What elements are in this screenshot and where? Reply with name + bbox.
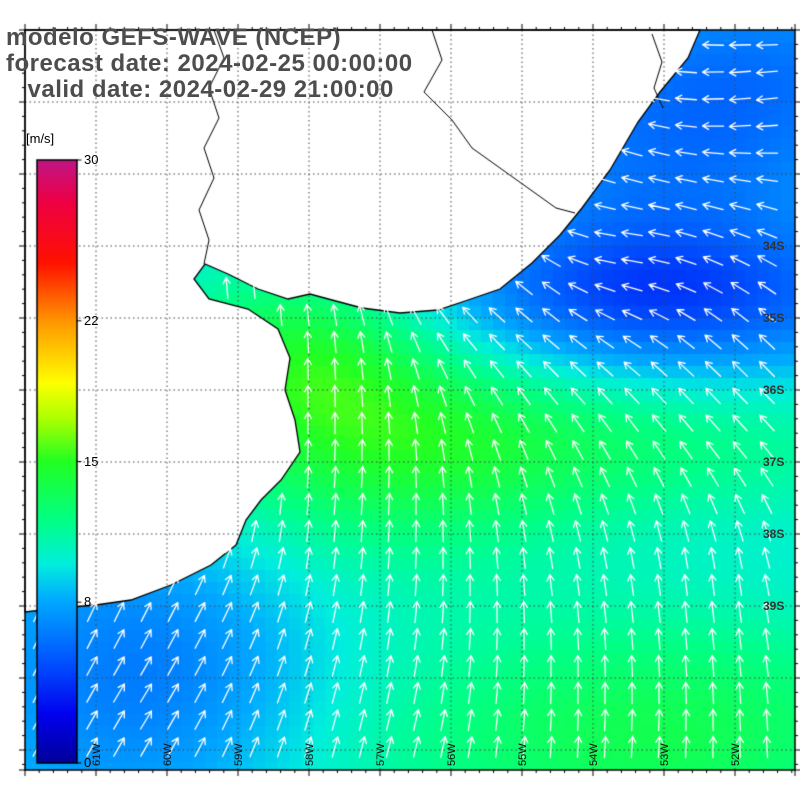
forecast-date-line: forecast date: 2024-02-25 00:00:00 bbox=[6, 50, 413, 77]
lon-label: 60W bbox=[162, 743, 174, 766]
lat-label: 39S bbox=[763, 599, 785, 613]
valid-date-line: valid date: 2024-02-29 21:00:00 bbox=[6, 76, 394, 103]
lon-label: 57W bbox=[375, 743, 387, 766]
lat-label: 35S bbox=[763, 311, 785, 325]
lon-label: 53W bbox=[659, 743, 671, 766]
colorbar-tick-label: 8 bbox=[84, 594, 92, 610]
lat-label: 36S bbox=[763, 383, 785, 397]
lon-label: 52W bbox=[730, 743, 742, 766]
colorbar-tick-label: 15 bbox=[84, 453, 99, 469]
lon-label: 61W bbox=[91, 743, 103, 766]
lon-label: 59W bbox=[233, 743, 245, 766]
lon-label: 55W bbox=[517, 743, 529, 766]
colorbar-unit-label: [m/s] bbox=[26, 131, 55, 146]
colorbar-tick-label: 22 bbox=[84, 312, 99, 328]
lat-label: 34S bbox=[763, 239, 785, 253]
lon-label: 54W bbox=[588, 743, 600, 766]
lon-label: 56W bbox=[446, 743, 458, 766]
lat-label: 38S bbox=[763, 527, 785, 541]
colorbar-tick-label: 30 bbox=[84, 152, 99, 167]
lon-label: 58W bbox=[304, 743, 316, 766]
lat-label: 37S bbox=[763, 455, 785, 469]
colorbar-tick-label: 0 bbox=[84, 755, 92, 770]
model-title: modelo GEFS-WAVE (NCEP) bbox=[6, 24, 342, 51]
